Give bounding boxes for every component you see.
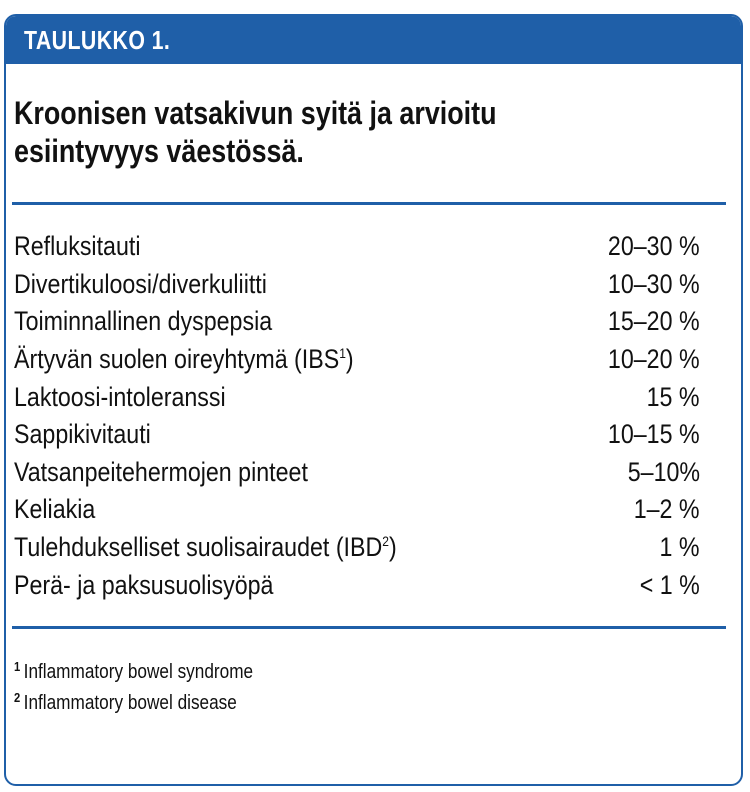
table-row: Laktoosi-intoleranssi 15 % — [14, 378, 700, 416]
table-rows: Refluksitauti 20–30 % Divertikuloosi/div… — [14, 228, 700, 604]
cause-cell: Tulehdukselliset suolisairaudet (IBD2) — [14, 532, 397, 563]
table-row: Perä- ja paksusuolisyöpä < 1 % — [14, 566, 700, 604]
footnote-1: 1 Inflammatory bowel syndrome — [14, 659, 254, 683]
cause-cell: Refluksitauti — [14, 231, 141, 262]
prevalence-cell: 10–20 % — [608, 344, 700, 375]
prevalence-cell: 15–20 % — [608, 306, 700, 337]
prevalence-cell: 1 % — [659, 532, 700, 563]
prevalence-cell: 10–30 % — [608, 268, 700, 299]
table-row: Tulehdukselliset suolisairaudet (IBD2) 1… — [14, 529, 700, 567]
table-title-line-1: Kroonisen vatsakivun syitä ja arvioitu — [14, 95, 497, 131]
cause-cell: Keliakia — [14, 494, 96, 525]
table-row: Vatsanpeitehermojen pinteet 5–10% — [14, 454, 700, 492]
table-row: Keliakia 1–2 % — [14, 491, 700, 529]
cause-cell: Divertikuloosi/diverkuliitti — [14, 268, 267, 299]
cause-cell: Sappikivitauti — [14, 419, 151, 450]
footnote-2: 2 Inflammatory bowel disease — [14, 690, 237, 714]
table-label: TAULUKKO 1. — [24, 24, 171, 55]
footnote-ref: 2 — [382, 533, 389, 550]
cause-cell: Toiminnallinen dyspepsia — [14, 306, 273, 337]
table-row: Sappikivitauti 10–15 % — [14, 416, 700, 454]
cause-cell: Laktoosi-intoleranssi — [14, 381, 226, 412]
prevalence-cell: 10–15 % — [608, 419, 700, 450]
prevalence-cell: 5–10% — [627, 456, 700, 487]
cause-cell: Vatsanpeitehermojen pinteet — [14, 456, 308, 487]
table-header: TAULUKKO 1. — [6, 16, 741, 64]
prevalence-cell: 15 % — [647, 381, 700, 412]
top-divider — [12, 202, 726, 205]
table-card: TAULUKKO 1. — [4, 14, 743, 786]
table-title: Kroonisen vatsakivun syitä ja arvioitu e… — [14, 94, 619, 170]
table-title-line-2: esiintyvyys väestössä. — [14, 133, 304, 169]
table-row: Refluksitauti 20–30 % — [14, 228, 700, 266]
prevalence-cell: < 1 % — [639, 569, 700, 600]
table-row: Toiminnallinen dyspepsia 15–20 % — [14, 303, 700, 341]
prevalence-cell: 1–2 % — [634, 494, 700, 525]
bottom-divider — [12, 626, 726, 629]
footnote-ref: 1 — [339, 345, 346, 362]
cause-cell: Perä- ja paksusuolisyöpä — [14, 569, 274, 600]
table-row: Ärtyvän suolen oireyhtymä (IBS1) 10–20 % — [14, 341, 700, 379]
prevalence-cell: 20–30 % — [608, 231, 700, 262]
cause-cell: Ärtyvän suolen oireyhtymä (IBS1) — [14, 344, 354, 375]
footnotes: 1 Inflammatory bowel syndrome 2 Inflammato… — [14, 654, 714, 716]
table-row: Divertikuloosi/diverkuliitti 10–30 % — [14, 266, 700, 304]
